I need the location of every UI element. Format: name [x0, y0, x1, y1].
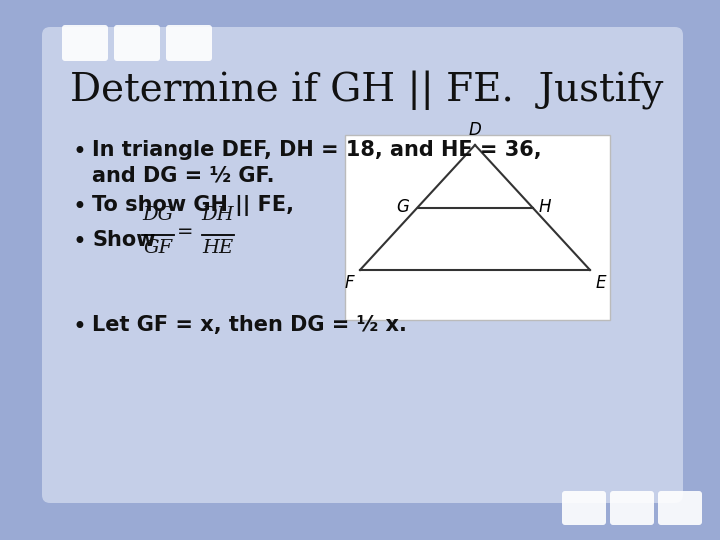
- Text: H: H: [539, 199, 551, 217]
- Text: =: =: [176, 222, 193, 241]
- FancyBboxPatch shape: [114, 25, 160, 61]
- Text: •: •: [72, 315, 86, 339]
- Text: •: •: [72, 140, 86, 164]
- FancyBboxPatch shape: [166, 25, 212, 61]
- Text: Let GF = x, then DG = ½ x.: Let GF = x, then DG = ½ x.: [92, 315, 407, 335]
- Text: E: E: [596, 274, 606, 292]
- Text: and DG = ½ GF.: and DG = ½ GF.: [92, 165, 274, 185]
- Text: Determine if GH || FE.  Justify: Determine if GH || FE. Justify: [70, 70, 663, 110]
- FancyBboxPatch shape: [658, 491, 702, 525]
- Text: •: •: [72, 195, 86, 219]
- Text: GF: GF: [143, 239, 173, 257]
- FancyBboxPatch shape: [610, 491, 654, 525]
- Text: Show: Show: [92, 230, 156, 250]
- Text: In triangle DEF, DH = 18, and HE = 36,: In triangle DEF, DH = 18, and HE = 36,: [92, 140, 541, 160]
- Text: DG: DG: [143, 206, 174, 224]
- Text: HE: HE: [202, 239, 233, 257]
- Text: D: D: [469, 121, 482, 139]
- Text: G: G: [397, 199, 410, 217]
- FancyBboxPatch shape: [562, 491, 606, 525]
- Text: To show GH || FE,: To show GH || FE,: [92, 195, 294, 216]
- FancyBboxPatch shape: [345, 135, 610, 320]
- Text: DH: DH: [202, 206, 234, 224]
- Text: F: F: [344, 274, 354, 292]
- FancyBboxPatch shape: [62, 25, 108, 61]
- Text: •: •: [72, 230, 86, 254]
- FancyBboxPatch shape: [42, 27, 683, 503]
